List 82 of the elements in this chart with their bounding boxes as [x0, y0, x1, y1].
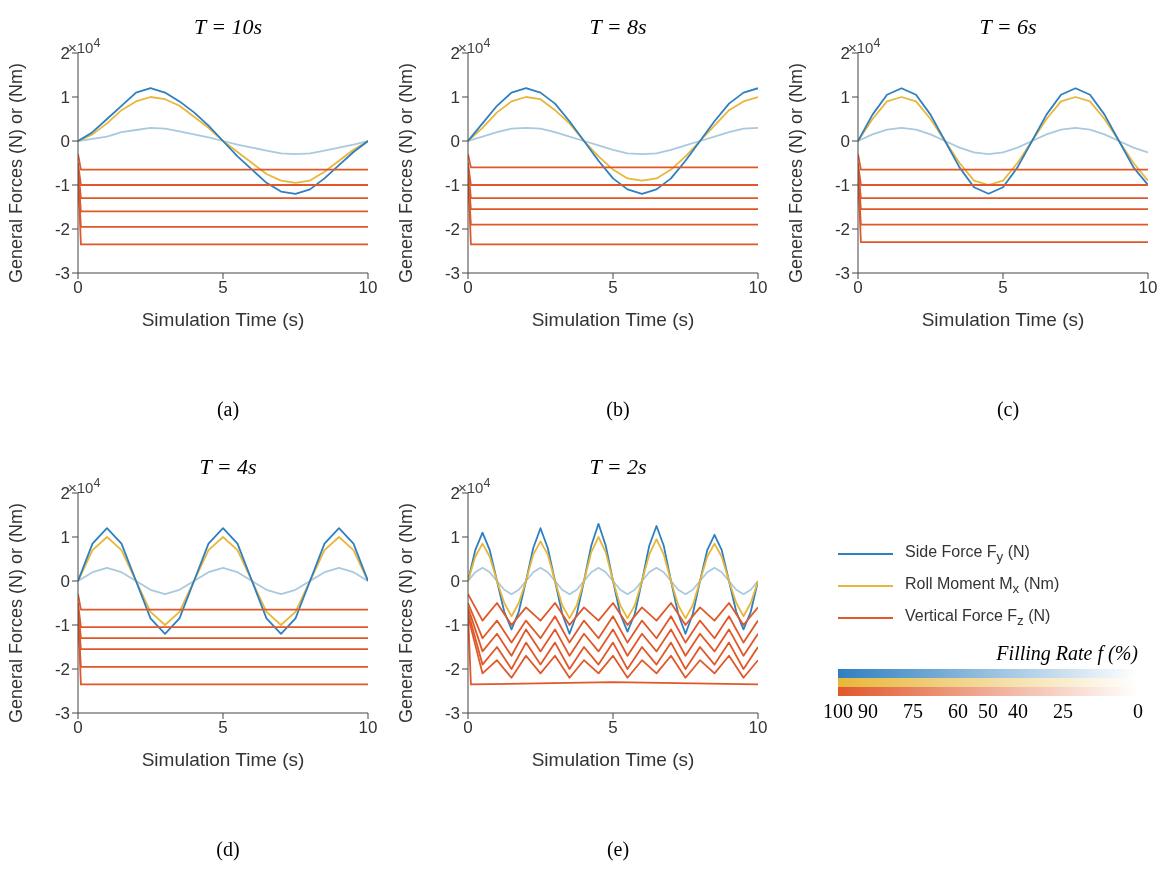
- y-tick-label: 1: [840, 88, 850, 108]
- x-tick-label: 0: [73, 278, 83, 298]
- y-axis-title: General Forces (N) or (Nm): [6, 502, 27, 723]
- x-tick-label: 5: [608, 278, 618, 298]
- chart-title: T = 6s: [979, 14, 1037, 39]
- y-tick-label: -2: [444, 220, 460, 240]
- chart-title: T = 4s: [199, 454, 257, 479]
- x-tick-label: 10: [358, 718, 378, 738]
- x-tick-label: 10: [748, 278, 768, 298]
- legend-label: Side Force F$_{y}$ (N): [905, 543, 1030, 565]
- color-bar-label: 75: [903, 700, 923, 723]
- y-tick-label: 0: [60, 572, 70, 592]
- color-bar-label: 50: [978, 700, 998, 723]
- annotation: ×10$^{4}$: [848, 36, 881, 56]
- y-tick-label: 0: [60, 132, 70, 152]
- y-tick-label: -2: [834, 220, 850, 240]
- color-bar-label: 0: [1133, 700, 1143, 723]
- legend-label: Roll Moment M$_{x}$ (Nm): [905, 575, 1060, 597]
- y-tick-label: 1: [60, 528, 70, 548]
- legend-label: Vertical Force F$_{z}$ (N): [905, 607, 1051, 629]
- y-tick-label: -2: [444, 660, 460, 680]
- y-tick-label: 2: [60, 484, 70, 504]
- annotation: ×10$^{4}$: [68, 36, 101, 56]
- y-tick-label: -3: [444, 264, 460, 284]
- chart-title: T = 2s: [589, 454, 647, 479]
- y-tick-label: 2: [60, 44, 70, 64]
- x-tick-label: 10: [748, 718, 768, 738]
- y-tick-label: 1: [60, 88, 70, 108]
- y-tick-label: 1: [450, 528, 460, 548]
- x-tick-label: 10: [358, 278, 378, 298]
- y-tick-label: -1: [834, 176, 850, 196]
- annotation: ×10$^{4}$: [458, 36, 491, 56]
- y-tick-label: 2: [840, 44, 850, 64]
- x-axis-title: Simulation Time (s): [141, 749, 305, 770]
- x-tick-label: 5: [218, 278, 228, 298]
- y-tick-label: -3: [834, 264, 850, 284]
- y-tick-label: -3: [54, 264, 70, 284]
- y-tick-label: -2: [54, 220, 70, 240]
- x-axis-title: Simulation Time (s): [141, 309, 305, 330]
- x-tick-label: 5: [608, 718, 618, 738]
- x-axis-title: Simulation Time (s): [531, 749, 695, 770]
- annotation: ×10$^{4}$: [68, 476, 101, 496]
- x-tick-label: 5: [998, 278, 1008, 298]
- x-tick-label: 0: [463, 278, 473, 298]
- x-axis-title: Simulation Time (s): [921, 309, 1085, 330]
- y-tick-label: 1: [450, 88, 460, 108]
- y-tick-label: -2: [54, 660, 70, 680]
- x-tick-label: 0: [463, 718, 473, 738]
- color-bar-title: Filling Rate f (%): [995, 642, 1138, 665]
- y-tick-label: -3: [444, 704, 460, 724]
- color-bar-label: 60: [948, 700, 968, 723]
- chart-title: T = 8s: [589, 14, 647, 39]
- y-tick-label: -1: [444, 616, 460, 636]
- annotation: ×10$^{4}$: [458, 476, 491, 496]
- y-axis-title: General Forces (N) or (Nm): [6, 62, 27, 283]
- color-bar-label: 90: [858, 700, 878, 723]
- y-tick-label: 0: [840, 132, 850, 152]
- y-tick-label: 0: [450, 132, 460, 152]
- text: (b): [605, 398, 631, 421]
- y-tick-label: 2: [450, 44, 460, 64]
- y-axis-title: General Forces (N) or (Nm): [396, 502, 417, 723]
- color-bar-label: 100: [823, 700, 853, 723]
- color-bar-label: 40: [1008, 700, 1028, 723]
- x-tick-label: 0: [853, 278, 863, 298]
- y-axis-title: General Forces (N) or (Nm): [786, 62, 807, 283]
- y-tick-label: -1: [54, 176, 70, 196]
- y-axis-title: General Forces (N) or (Nm): [396, 62, 417, 283]
- y-tick-label: -3: [54, 704, 70, 724]
- y-tick-label: 2: [450, 484, 460, 504]
- color-bar-label: 25: [1053, 700, 1073, 723]
- text: (e): [605, 838, 631, 861]
- x-tick-label: 0: [73, 718, 83, 738]
- y-tick-label: 0: [450, 572, 460, 592]
- text: (d): [215, 838, 241, 861]
- x-axis-title: Simulation Time (s): [531, 309, 695, 330]
- y-tick-label: -1: [54, 616, 70, 636]
- x-tick-label: 10: [1138, 278, 1158, 298]
- text: (a): [215, 398, 241, 421]
- text: (c): [995, 398, 1021, 421]
- y-tick-label: -1: [444, 176, 460, 196]
- chart-title: T = 10s: [193, 14, 263, 39]
- x-tick-label: 5: [218, 718, 228, 738]
